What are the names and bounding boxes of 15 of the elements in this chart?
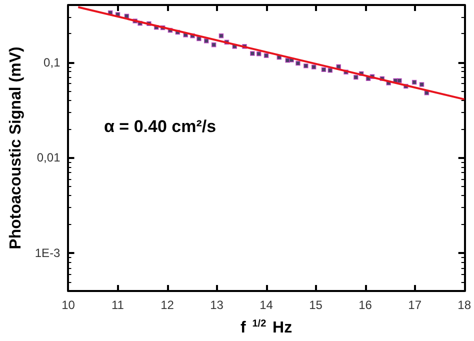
y-tick-label: 1E-3	[34, 246, 61, 260]
x-tick-label: 18	[458, 298, 472, 312]
x-tick-label: 10	[62, 298, 76, 312]
x-axis-title: f 1/2 Hz	[240, 318, 292, 336]
x-tick-label: 13	[210, 298, 224, 312]
y-tick-label: 0,01	[36, 150, 61, 165]
x-tick-label: 11	[112, 298, 124, 312]
x-tick-label: 17	[408, 298, 422, 312]
annotation: α = 0.40 cm²/s	[104, 117, 216, 137]
x-tick-label: 14	[260, 298, 274, 312]
y-tick-label: 0,1	[44, 55, 61, 70]
x-tick-label: 15	[309, 298, 323, 312]
y-axis-title: Photoacoustic Signal (mV)	[8, 46, 24, 250]
x-tick-label: 16	[358, 298, 372, 312]
x-tick-label: 12	[160, 298, 174, 312]
